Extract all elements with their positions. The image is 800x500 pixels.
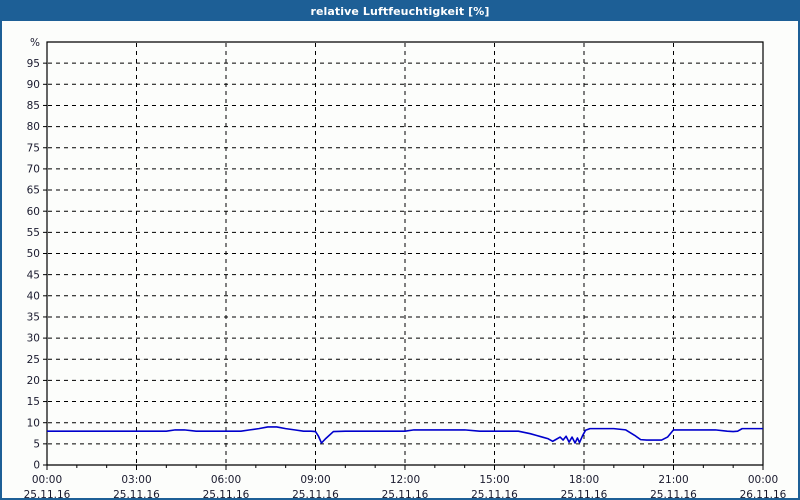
x-axis-time-label: 06:00 — [211, 474, 241, 486]
y-axis-tick-label: 50 — [27, 248, 40, 260]
vertical-gridlines — [136, 43, 674, 464]
y-axis-tick-label: 75 — [27, 142, 40, 154]
chart-canvas: 95 90 85 80 75 70 65 60 55 50 45 40 35 30 25 20 15 10 5 0% … — [2, 21, 798, 498]
horizontal-gridlines — [48, 62, 762, 445]
x-axis-time-label: 15:00 — [479, 474, 509, 486]
y-axis-tick-label: 65 — [27, 185, 40, 197]
x-axis-time-label: 00:00 — [748, 474, 778, 486]
y-axis-tick-label: 85 — [27, 100, 40, 112]
y-axis-tick-label: 40 — [27, 290, 40, 302]
y-axis-tick-label: 80 — [27, 121, 40, 133]
x-axis-date-label: 25.11.16 — [24, 489, 71, 498]
x-axis-date-label: 25.11.16 — [113, 489, 160, 498]
x-axis-time-label: 00:00 — [32, 474, 62, 486]
x-axis-date-label: 25.11.16 — [471, 489, 518, 498]
y-axis-tick-label: 30 — [27, 333, 40, 345]
y-axis-tick-label: 95 — [27, 58, 40, 70]
y-axis-tick-label: 15 — [27, 396, 40, 408]
x-axis-date-label: 25.11.16 — [203, 489, 250, 498]
plot-border — [46, 41, 764, 466]
plot-frame — [46, 41, 764, 466]
y-axis-tick-label: 60 — [27, 206, 40, 218]
y-axis-tick-label: 20 — [27, 375, 40, 387]
y-axis-tick-label: 90 — [27, 79, 40, 91]
y-axis-tick-label: 5 — [33, 438, 40, 450]
y-axis-tick-label: 70 — [27, 164, 40, 176]
humidity-line-chart: 95908580757065605550454035302520151050% … — [2, 21, 798, 498]
y-axis-unit-label: % — [30, 37, 40, 49]
window-title-bar: relative Luftfeuchtigkeit [%] — [2, 2, 798, 21]
x-axis-time-label: 18:00 — [569, 474, 599, 486]
y-axis-tick-label: 35 — [27, 312, 40, 324]
x-axis-time-label: 12:00 — [390, 474, 420, 486]
x-axis-time-label: 03:00 — [121, 474, 151, 486]
x-axis-date-label: 25.11.16 — [382, 489, 429, 498]
x-axis-time-label: 09:00 — [300, 474, 330, 486]
x-axis-date-label: 25.11.16 — [650, 489, 697, 498]
y-axis-tick-label: 0 — [33, 460, 40, 472]
x-axis-labels: 00:00 25.11.16 03:00 25.11.16 06:00 25.11.16 0… — [24, 474, 787, 498]
data-series-line — [47, 426, 763, 444]
series-group — [47, 426, 763, 444]
page-title: relative Luftfeuchtigkeit [%] — [310, 5, 490, 18]
x-axis-time-label: 21:00 — [658, 474, 688, 486]
y-axis-tick-label: 10 — [27, 417, 40, 429]
y-axis-tick-label: 55 — [27, 227, 40, 239]
y-axis-tick-label: 25 — [27, 354, 40, 366]
x-axis-date-label: 25.11.16 — [292, 489, 339, 498]
x-axis-date-label: 25.11.16 — [561, 489, 608, 498]
y-axis-ticks — [43, 62, 47, 466]
y-axis-tick-label: 45 — [27, 269, 40, 281]
chart-background — [2, 21, 798, 498]
x-axis-date-label: 26.11.16 — [740, 489, 787, 498]
